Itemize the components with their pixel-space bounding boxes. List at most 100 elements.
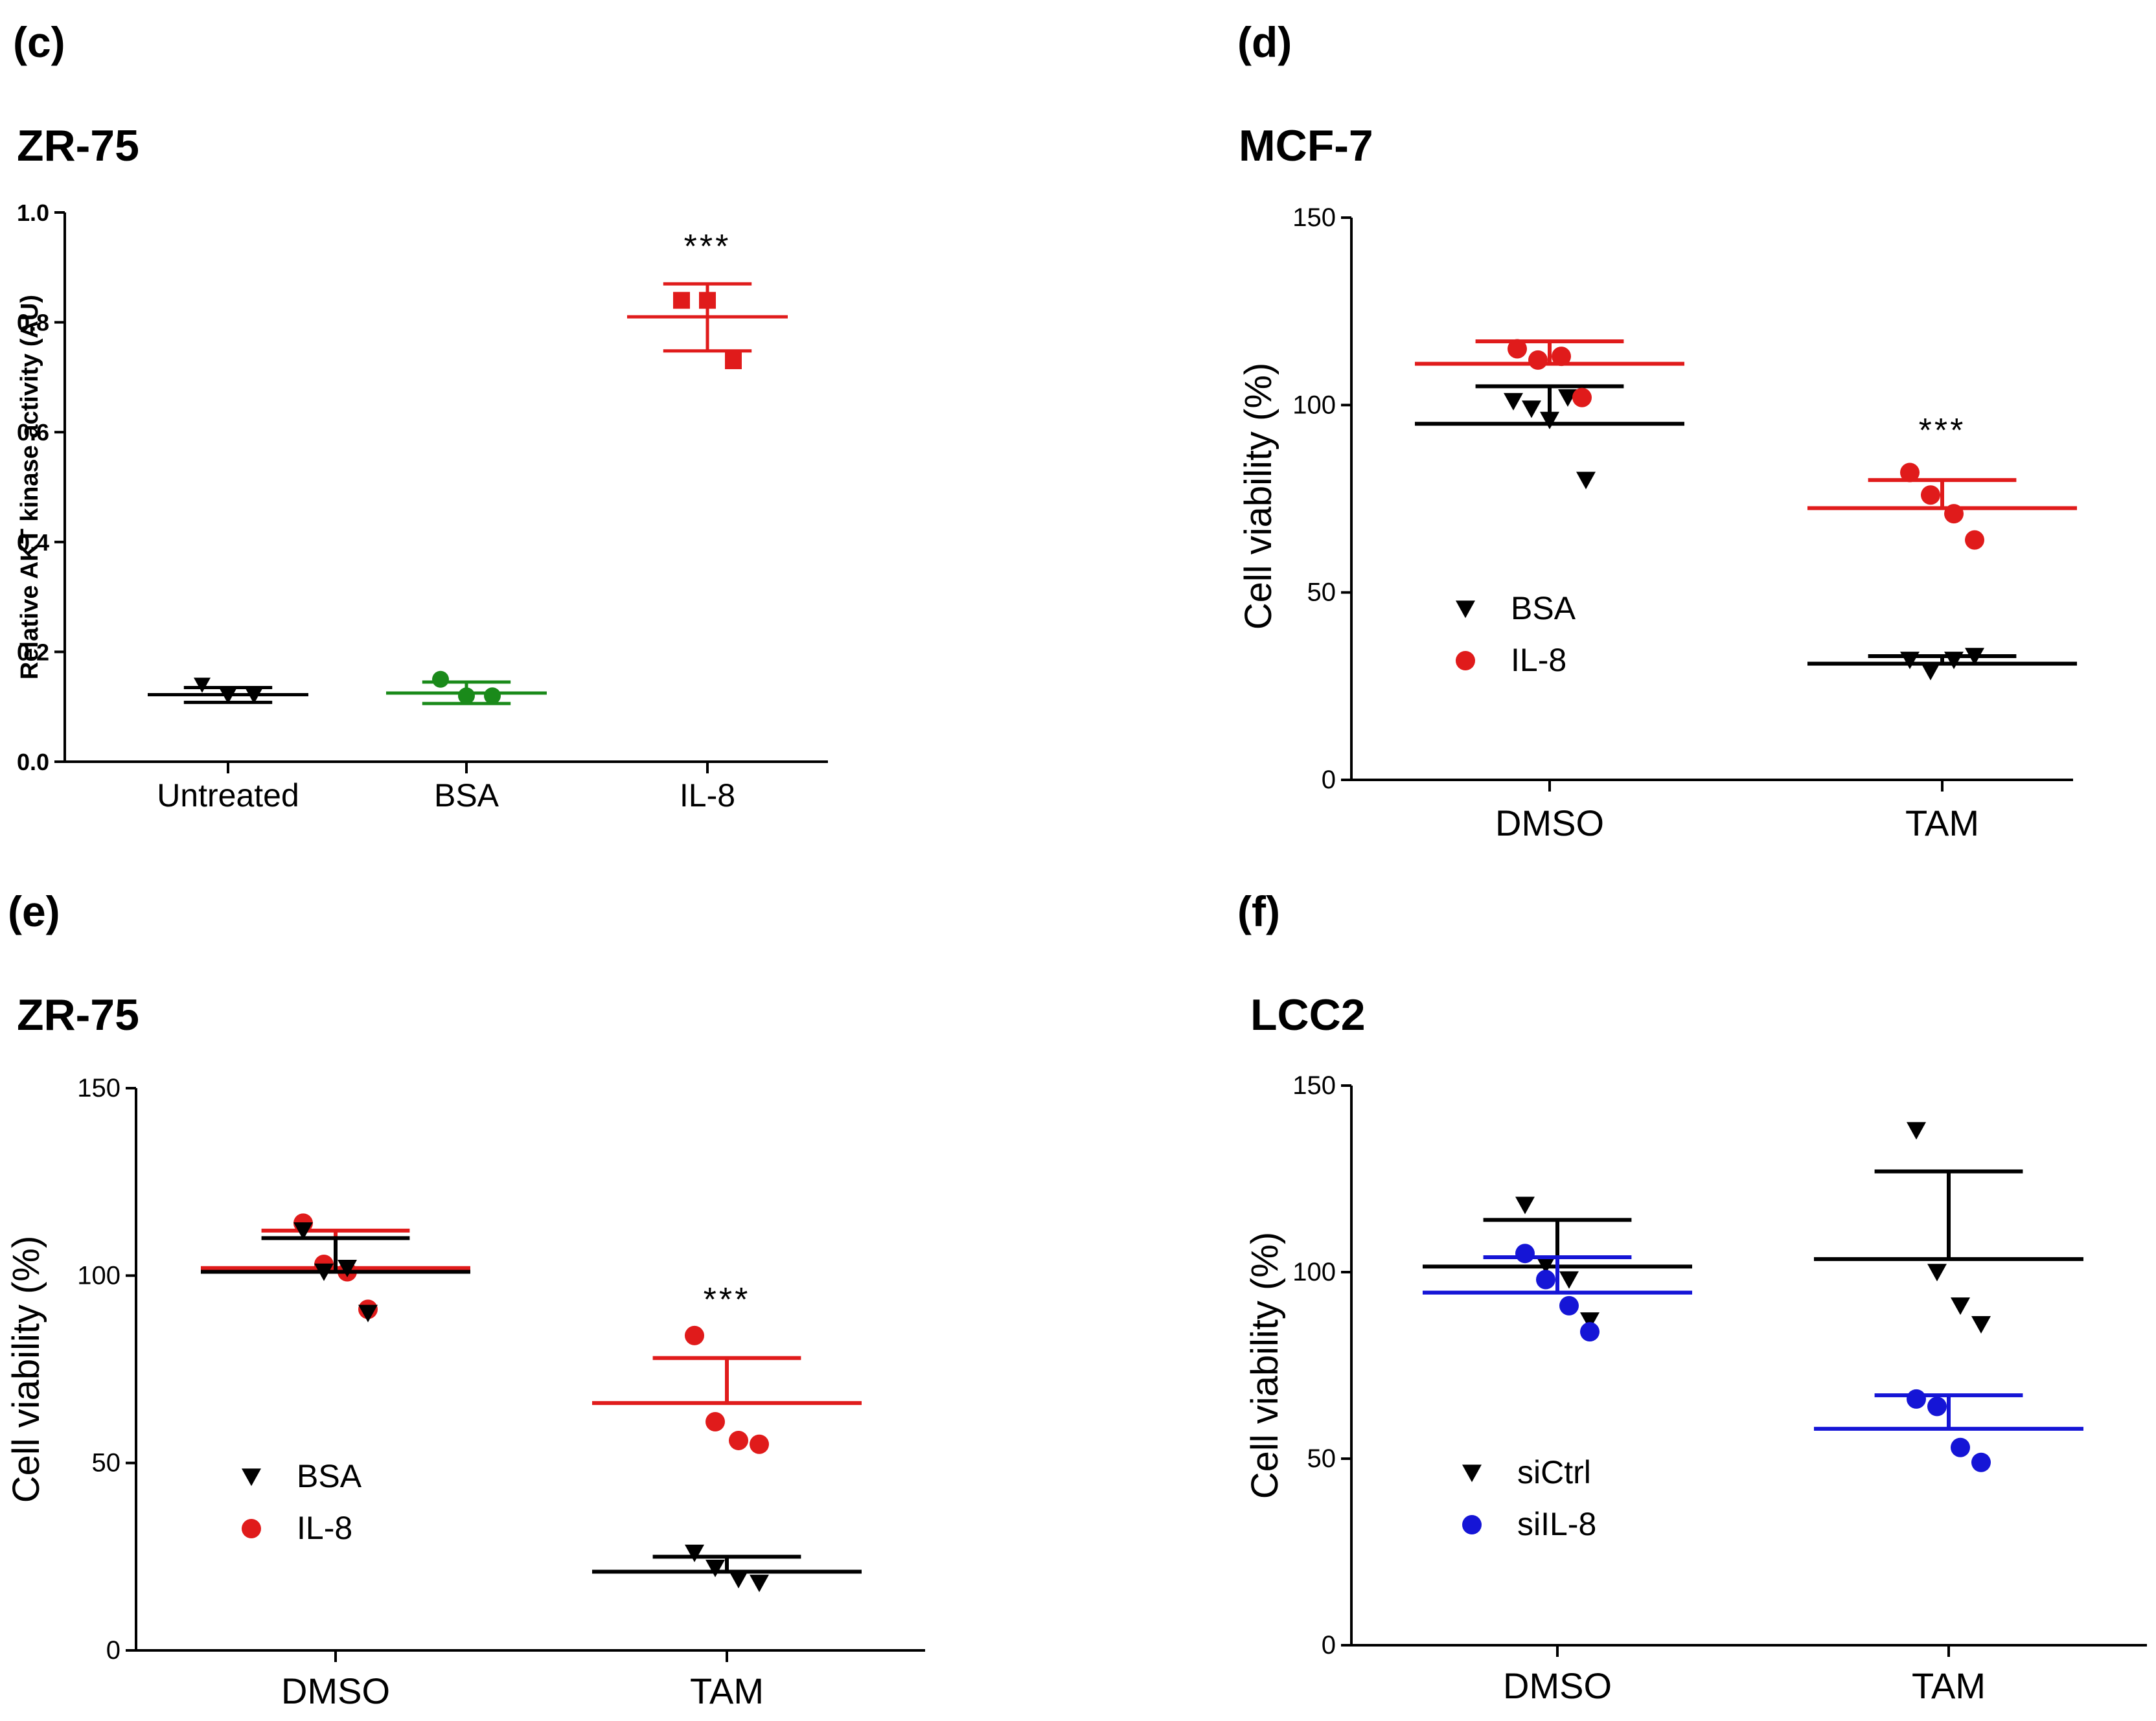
y-tick-label: 0.4 (17, 529, 49, 556)
panel-f: (f) LCC2 0 50 100 150 DMSO TAM Cell viability … (1237, 887, 2147, 1706)
y-tick-label: 0 (106, 1636, 120, 1665)
plot-area-e: 0 50 100 150 DMSO TAM Cell viability (%) *** BSA… (5, 1074, 925, 1711)
panel-label-d: (d) (1237, 18, 1292, 66)
panel-title-e: ZR-75 (17, 990, 139, 1040)
data-point (1907, 1389, 1926, 1409)
legend-label: BSA (297, 1458, 362, 1494)
data-point (358, 1305, 378, 1323)
data-point (1927, 1396, 1947, 1417)
data-point (1515, 1196, 1535, 1214)
legend-label: siCtrl (1517, 1454, 1591, 1490)
x-category-label: TAM (690, 1670, 764, 1711)
legend-label: IL-8 (297, 1510, 352, 1546)
data-point (1965, 530, 1984, 550)
data-point (194, 678, 211, 693)
data-point (1944, 652, 1964, 670)
data-point (1536, 1270, 1555, 1290)
panel-label-c: (c) (13, 18, 65, 66)
data-point (1944, 504, 1964, 524)
data-point (1921, 485, 1940, 505)
data-point (729, 1430, 748, 1450)
data-point (1572, 387, 1592, 407)
data-point (314, 1263, 334, 1281)
data-point (1580, 1322, 1600, 1342)
series-il-8-il-8 (627, 282, 788, 369)
y-tick-label: 0.6 (17, 419, 49, 446)
data-point (750, 1575, 769, 1593)
legend-marker (242, 1468, 261, 1487)
series-il-8-dmso (1415, 339, 1684, 407)
data-point (458, 687, 475, 705)
panel-title-f: LCC2 (1250, 990, 1366, 1040)
data-point (1580, 1312, 1600, 1330)
legend-marker (1462, 1465, 1482, 1483)
significance-stars: *** (1919, 412, 1966, 450)
series-untreated-untreated (148, 678, 308, 704)
legend-label: BSA (1511, 590, 1576, 626)
x-category-label: Untreated (157, 777, 299, 814)
y-tick-label: 100 (1292, 391, 1336, 419)
y-tick-label: 50 (92, 1449, 121, 1477)
legend-label: IL-8 (1511, 642, 1566, 678)
data-point (1528, 350, 1548, 370)
series-il-8-tam (592, 1325, 862, 1454)
y-axis-title: Cell viability (%) (1244, 1232, 1286, 1499)
data-point (1900, 462, 1920, 483)
series-siil-8-dmso (1423, 1244, 1692, 1342)
data-point (750, 1434, 769, 1454)
data-point (1515, 1244, 1535, 1264)
data-point (1927, 1264, 1947, 1282)
plot-area-c: 0.0 0.2 0.4 0.6 0.8 1.0 Untreated BSA IL-8 Relati… (16, 199, 828, 814)
legend-marker (242, 1519, 261, 1538)
x-category-label: IL-8 (680, 777, 735, 814)
data-point (1522, 400, 1541, 418)
series-bsa-bsa (386, 670, 547, 705)
panel-d: (d) MCF-7 0 50 100 150 DMSO TAM Cell viability… (1237, 18, 2077, 843)
x-category-label: DMSO (281, 1670, 390, 1711)
x-category-label: TAM (1912, 1665, 1986, 1706)
data-point (673, 291, 690, 309)
y-axis-title: Cell viability (%) (1237, 363, 1279, 630)
data-point (1508, 339, 1527, 359)
legend-marker (1456, 651, 1475, 670)
significance-stars: *** (704, 1281, 751, 1319)
data-point (1536, 1256, 1555, 1274)
significance-stars: *** (684, 228, 731, 266)
panel-label-e: (e) (8, 887, 60, 935)
panel-c: (c) ZR-75 0.0 0.2 0.4 0.6 0.8 1.0 Untreated BSA… (13, 18, 828, 814)
data-point (1504, 393, 1523, 411)
series-sictrl-tam (1814, 1122, 2083, 1334)
series-bsa-tam (592, 1544, 862, 1593)
data-point (246, 689, 262, 704)
data-point (705, 1412, 725, 1432)
data-point (1951, 1437, 1970, 1457)
legend-marker (1456, 600, 1475, 619)
y-tick-label: 0.0 (17, 749, 49, 775)
panel-label-f: (f) (1237, 887, 1280, 935)
series-il-8-tam (1807, 462, 2077, 550)
data-point (699, 291, 716, 309)
y-tick-label: 0 (1322, 766, 1336, 794)
y-tick-label: 0.8 (17, 310, 49, 336)
data-point (1965, 648, 1984, 666)
y-tick-label: 0.2 (17, 639, 49, 665)
data-point (432, 670, 449, 688)
y-tick-label: 50 (1307, 578, 1336, 607)
x-category-label: DMSO (1495, 803, 1604, 843)
series-bsa-dmso (1415, 384, 1684, 490)
series-bsa-tam (1807, 648, 2077, 681)
x-category-label: TAM (1905, 803, 1979, 843)
data-point (1907, 1122, 1926, 1140)
series-bsa-dmso (201, 1222, 470, 1323)
x-category-label: DMSO (1503, 1665, 1612, 1706)
data-point (293, 1222, 313, 1240)
data-point (1971, 1316, 1991, 1334)
y-tick-label: 150 (1292, 1071, 1336, 1100)
data-point (1559, 1271, 1579, 1289)
data-point (338, 1260, 357, 1278)
data-point (1559, 1295, 1579, 1316)
plot-area-f: 0 50 100 150 DMSO TAM Cell viability (%) siCtrl… (1244, 1071, 2147, 1706)
data-point (1921, 663, 1940, 681)
data-point (1971, 1452, 1991, 1472)
